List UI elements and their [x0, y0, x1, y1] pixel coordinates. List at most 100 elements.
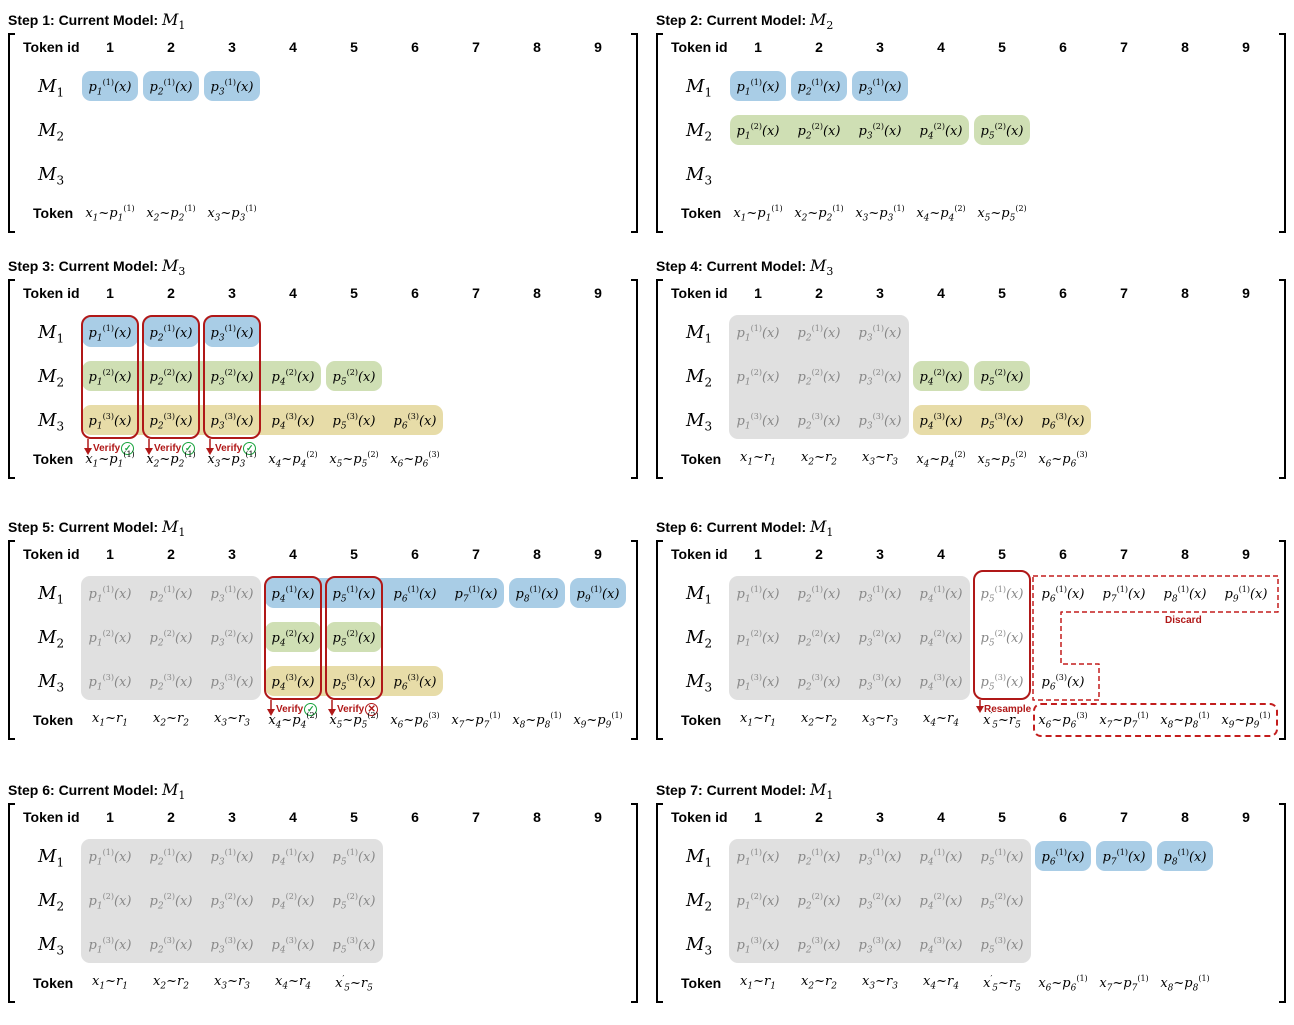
- distribution-cell: p4(2)(x): [919, 122, 963, 142]
- distribution-cell: p4(3)(x): [271, 673, 315, 693]
- column-number: 8: [1181, 39, 1189, 55]
- sampled-token: x6~p6(3): [390, 711, 440, 731]
- column-number: 9: [594, 285, 602, 301]
- model-row-label: M3: [686, 164, 713, 188]
- distribution-cell: p4(2)(x): [919, 368, 963, 388]
- distribution-cell: p4(2)(x): [271, 892, 315, 912]
- step-title: Step 3: Current Model: M3: [8, 256, 185, 278]
- step-panel: Step 6: Current Model: M1 Token id 1 2 3 4 5 6 7…: [656, 517, 1286, 762]
- distribution-cell: p2(1)(x): [797, 324, 841, 344]
- column-number: 1: [754, 285, 762, 301]
- left-bracket: [8, 33, 15, 233]
- column-number: 2: [815, 546, 823, 562]
- accepted-region: [81, 576, 261, 700]
- distribution-cell: p7(1)(x): [454, 585, 498, 605]
- distribution-cell: p5(2)(x): [980, 892, 1024, 912]
- sampled-token: x4~p4(2): [916, 204, 966, 224]
- verify-arrow-head: [145, 448, 153, 455]
- distribution-cell: p5(3)(x): [332, 936, 376, 956]
- discard-region: [1032, 575, 1279, 701]
- token-row-label: Token: [33, 451, 74, 467]
- distribution-cell: p4(2)(x): [919, 892, 963, 912]
- column-number: 9: [594, 546, 602, 562]
- token-id-header: Token id: [23, 285, 80, 301]
- model-row-label: M1: [686, 583, 713, 607]
- step-title: Step 7: Current Model: M1: [656, 780, 833, 802]
- sampled-token: x2~p2(1): [146, 204, 196, 224]
- distribution-cell: p2(2)(x): [149, 368, 193, 388]
- model-row-label: M3: [686, 671, 713, 695]
- right-bracket: [1279, 279, 1286, 479]
- sampled-token: x8~p8(1): [1160, 974, 1210, 994]
- column-number: 5: [350, 809, 358, 825]
- sampled-token: x5~p5(2): [977, 204, 1027, 224]
- column-number: 3: [876, 546, 884, 562]
- distribution-box: [265, 578, 504, 608]
- token-row-label: Token: [33, 205, 74, 221]
- column-number: 2: [815, 809, 823, 825]
- verify-label: Verify ✓: [215, 442, 257, 455]
- distribution-cell: p5(3)(x): [332, 673, 376, 693]
- distribution-box: [791, 71, 847, 101]
- column-number: 9: [1242, 39, 1250, 55]
- distribution-box: [204, 71, 260, 101]
- verify-label: Verify ✓: [93, 442, 135, 455]
- column-number: 4: [289, 39, 297, 55]
- column-number: 8: [533, 39, 541, 55]
- sampled-token: x4~r4: [923, 711, 959, 729]
- discard-label: Discard: [1165, 615, 1202, 626]
- distribution-cell: p6(3)(x): [393, 673, 437, 693]
- distribution-cell: p8(1)(x): [1163, 585, 1207, 605]
- distribution-cell: p5(2)(x): [332, 629, 376, 649]
- right-bracket: [631, 540, 638, 740]
- step-title-text: Step 1: Current Model:: [8, 12, 163, 28]
- left-bracket: [656, 540, 663, 740]
- column-number: 3: [876, 39, 884, 55]
- sampled-token: x4~p4(2): [268, 711, 318, 731]
- verify-arrows: [267, 700, 336, 716]
- distribution-cell: p4(3)(x): [919, 412, 963, 432]
- model-row-label: M2: [38, 627, 65, 651]
- column-number: 1: [106, 809, 114, 825]
- distribution-cell: p1(3)(x): [736, 673, 780, 693]
- distribution-box: [509, 578, 565, 608]
- sampled-token: x1~r1: [740, 974, 776, 992]
- distribution-cell: p3(3)(x): [858, 673, 902, 693]
- distribution-cell: p5(1)(x): [332, 585, 376, 605]
- sampled-token: x4~r4: [923, 974, 959, 992]
- column-number: 1: [106, 39, 114, 55]
- current-model-symbol: M3: [162, 256, 186, 279]
- column-number: 2: [815, 285, 823, 301]
- model-row-label: M3: [686, 934, 713, 958]
- column-number: 6: [1059, 285, 1067, 301]
- distribution-cell: p1(2)(x): [88, 892, 132, 912]
- distribution-cell: p3(2)(x): [858, 892, 902, 912]
- step-panel: Step 5: Current Model: M1 Token id 1 2 3 4 5 6 7…: [8, 517, 638, 762]
- column-number: 6: [1059, 39, 1067, 55]
- distribution-cell: p2(1)(x): [797, 585, 841, 605]
- distribution-cell: p2(2)(x): [797, 368, 841, 388]
- resample-arrow-head: [976, 706, 984, 713]
- left-bracket: [8, 279, 15, 479]
- right-bracket: [1279, 33, 1286, 233]
- distribution-box: [82, 361, 321, 391]
- distribution-cell: p9(1)(x): [1224, 585, 1268, 605]
- column-number: 7: [472, 809, 480, 825]
- column-number: 7: [472, 546, 480, 562]
- distribution-cell: p7(1)(x): [1102, 848, 1146, 868]
- discard-outline: [1032, 575, 1279, 701]
- distribution-box: [913, 405, 1091, 435]
- column-number: 5: [998, 809, 1006, 825]
- column-number: 1: [106, 546, 114, 562]
- column-number: 1: [754, 39, 762, 55]
- token-id-header: Token id: [671, 546, 728, 562]
- sampled-token: x2~r2: [153, 711, 189, 729]
- distribution-cell: p3(1)(x): [858, 78, 902, 98]
- distribution-cell: p2(3)(x): [149, 673, 193, 693]
- distribution-cell: p8(1)(x): [515, 585, 559, 605]
- current-model-symbol: M1: [162, 780, 186, 803]
- sampled-token: x6~p6(3): [1038, 711, 1088, 731]
- accepted-region: [81, 839, 383, 963]
- current-model-symbol: M1: [810, 517, 834, 540]
- sampled-token: x3~p3(1): [855, 204, 905, 224]
